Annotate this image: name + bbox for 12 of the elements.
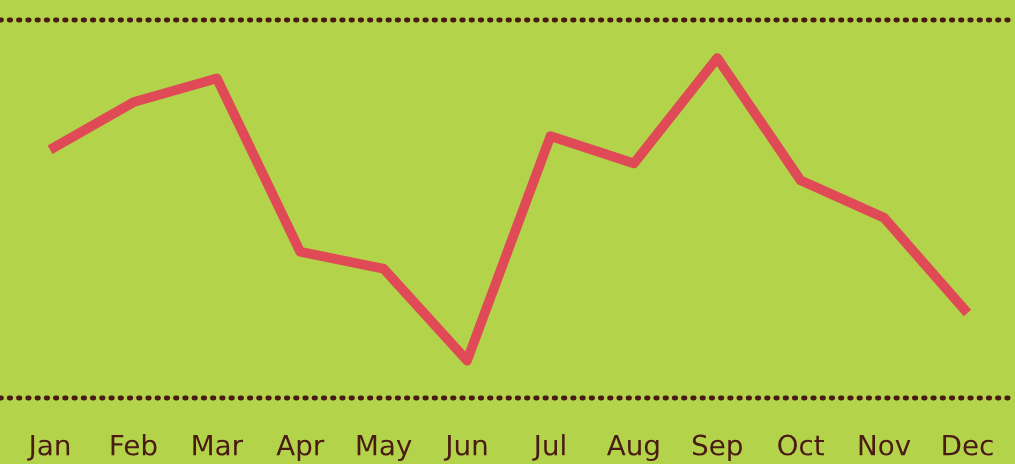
- x-tick-label: Aug: [606, 434, 659, 461]
- x-tick-label: Dec: [943, 434, 993, 456]
- x-tick-label: May: [357, 434, 412, 461]
- x-tick-label: Apr: [276, 434, 325, 461]
- x-tick-label: Jul: [532, 434, 565, 461]
- x-tick-label: Feb: [111, 434, 157, 456]
- x-tick-label: Jan: [27, 434, 70, 461]
- x-tick-label: Oct: [778, 434, 824, 456]
- x-tick-label: Sep: [692, 434, 742, 461]
- x-tick-label: Nov: [859, 434, 911, 456]
- x-tick-label: Mar: [193, 434, 244, 456]
- x-tick-label: Jun: [443, 434, 487, 461]
